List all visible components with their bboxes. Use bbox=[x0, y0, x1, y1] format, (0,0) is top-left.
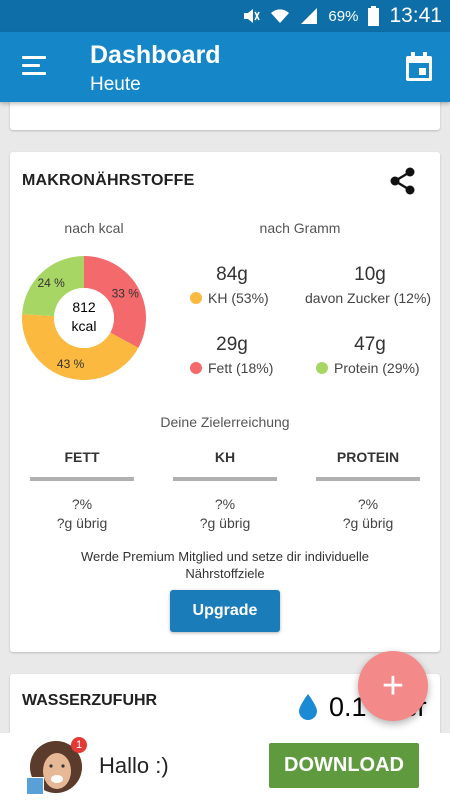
donut-slice-fett bbox=[84, 256, 146, 348]
goal-protein-name: PROTEIN bbox=[336, 449, 400, 465]
carbs-grams: 84g bbox=[216, 264, 248, 285]
protein-dot-icon bbox=[316, 362, 328, 374]
sugar-label-text: davon Zucker (12%) bbox=[305, 290, 432, 306]
macro-donut-chart: 33 % 43 % 24 % bbox=[22, 256, 146, 380]
ad-notification-badge: 1 bbox=[71, 737, 87, 753]
add-fab-button[interactable]: + bbox=[358, 651, 428, 721]
sugar-grams: 10g bbox=[354, 264, 386, 285]
goal-carbs: KH ?% ?g übrig bbox=[173, 449, 277, 533]
carbs-label: KH (53%) bbox=[190, 290, 269, 306]
fat-label: Fett (18%) bbox=[190, 360, 273, 376]
goal-title: Deine Zielerreichung bbox=[160, 414, 290, 430]
goal-fat-remaining: ?g übrig bbox=[56, 515, 108, 531]
page-subtitle: Heute bbox=[90, 74, 141, 95]
wifi-icon bbox=[271, 9, 290, 23]
kcal-unit: kcal bbox=[71, 318, 97, 334]
clock: 13:41 bbox=[389, 4, 442, 27]
goal-protein: PROTEIN ?% ?g übrig bbox=[316, 449, 420, 533]
fat-dot-icon bbox=[190, 362, 202, 374]
battery-percent: 69% bbox=[328, 7, 359, 25]
by-gram-label: nach Gramm bbox=[259, 220, 341, 236]
status-bar: 69% 13:41 bbox=[0, 0, 450, 32]
goal-carbs-remaining: ?g übrig bbox=[199, 515, 251, 531]
goal-protein-remaining: ?g übrig bbox=[342, 515, 394, 531]
ad-banner[interactable]: 1 Hallo :) DOWNLOAD bbox=[0, 733, 450, 800]
plus-icon: + bbox=[381, 664, 405, 707]
by-kcal-label: nach kcal bbox=[64, 220, 124, 236]
goal-carbs-bar bbox=[173, 477, 277, 481]
donut-hole bbox=[54, 288, 114, 348]
donut-center: 812 kcal bbox=[64, 298, 104, 336]
hamburger-menu-icon[interactable] bbox=[22, 56, 48, 78]
protein-grams: 47g bbox=[354, 334, 386, 355]
avatar-face-icon bbox=[30, 741, 82, 793]
upgrade-button[interactable]: Upgrade bbox=[170, 590, 280, 632]
donut-label-protein: 24 % bbox=[37, 276, 65, 290]
protein-label-text: Protein (29%) bbox=[334, 360, 420, 376]
goal-fat-bar bbox=[30, 477, 134, 481]
goal-protein-percent: ?% bbox=[357, 496, 379, 512]
donut-slice-kh bbox=[22, 314, 139, 380]
premium-text: Werde Premium Mitglied und setze dir ind… bbox=[80, 549, 370, 581]
water-drop-icon bbox=[299, 694, 317, 720]
page-title: Dashboard bbox=[90, 41, 221, 69]
goal-fat-name: FETT bbox=[64, 449, 100, 465]
kcal-total: 812 bbox=[72, 299, 96, 315]
calendar-icon[interactable] bbox=[405, 52, 433, 82]
goal-carbs-name: KH bbox=[214, 449, 236, 465]
fat-label-text: Fett (18%) bbox=[208, 360, 274, 376]
protein-label: Protein (29%) bbox=[316, 360, 420, 376]
goal-carbs-percent: ?% bbox=[214, 496, 236, 512]
fat-grams: 29g bbox=[216, 334, 248, 355]
macro-card-title: MAKRONÄHRSTOFFE bbox=[22, 172, 195, 189]
donut-slice-protein bbox=[22, 256, 84, 317]
goal-fat: FETT ?% ?g übrig bbox=[30, 449, 134, 533]
app-bar: Dashboard Heute bbox=[0, 32, 450, 102]
goal-fat-percent: ?% bbox=[71, 496, 93, 512]
donut-label-fett: 33 % bbox=[112, 287, 140, 301]
mute-icon bbox=[244, 9, 261, 23]
ad-text: Hallo :) bbox=[99, 753, 169, 778]
battery-icon bbox=[368, 6, 380, 26]
download-button[interactable]: DOWNLOAD bbox=[269, 743, 419, 788]
macro-card bbox=[10, 152, 440, 652]
share-icon[interactable] bbox=[390, 167, 416, 195]
goal-protein-bar bbox=[316, 477, 420, 481]
ad-choices-icon[interactable] bbox=[26, 777, 44, 795]
carbs-dot-icon bbox=[190, 292, 202, 304]
donut-label-kh: 43 % bbox=[57, 357, 85, 371]
signal-icon bbox=[301, 8, 318, 24]
water-card-title: WASSERZUFUHR bbox=[22, 692, 158, 709]
sugar-label: davon Zucker (12%) bbox=[305, 290, 431, 306]
carbs-label-text: KH (53%) bbox=[208, 290, 269, 306]
